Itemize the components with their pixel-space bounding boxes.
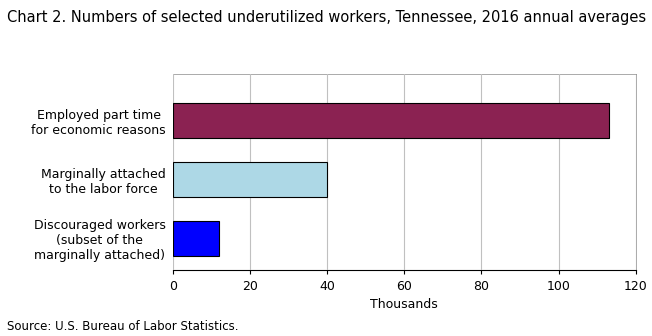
Text: Chart 2. Numbers of selected underutilized workers, Tennessee, 2016 annual avera: Chart 2. Numbers of selected underutiliz…	[7, 10, 645, 25]
Bar	[173, 221, 219, 256]
X-axis label: Thousands: Thousands	[370, 298, 438, 311]
Bar	[173, 162, 327, 197]
Text: Source: U.S. Bureau of Labor Statistics.: Source: U.S. Bureau of Labor Statistics.	[7, 320, 238, 333]
Bar	[173, 103, 609, 138]
